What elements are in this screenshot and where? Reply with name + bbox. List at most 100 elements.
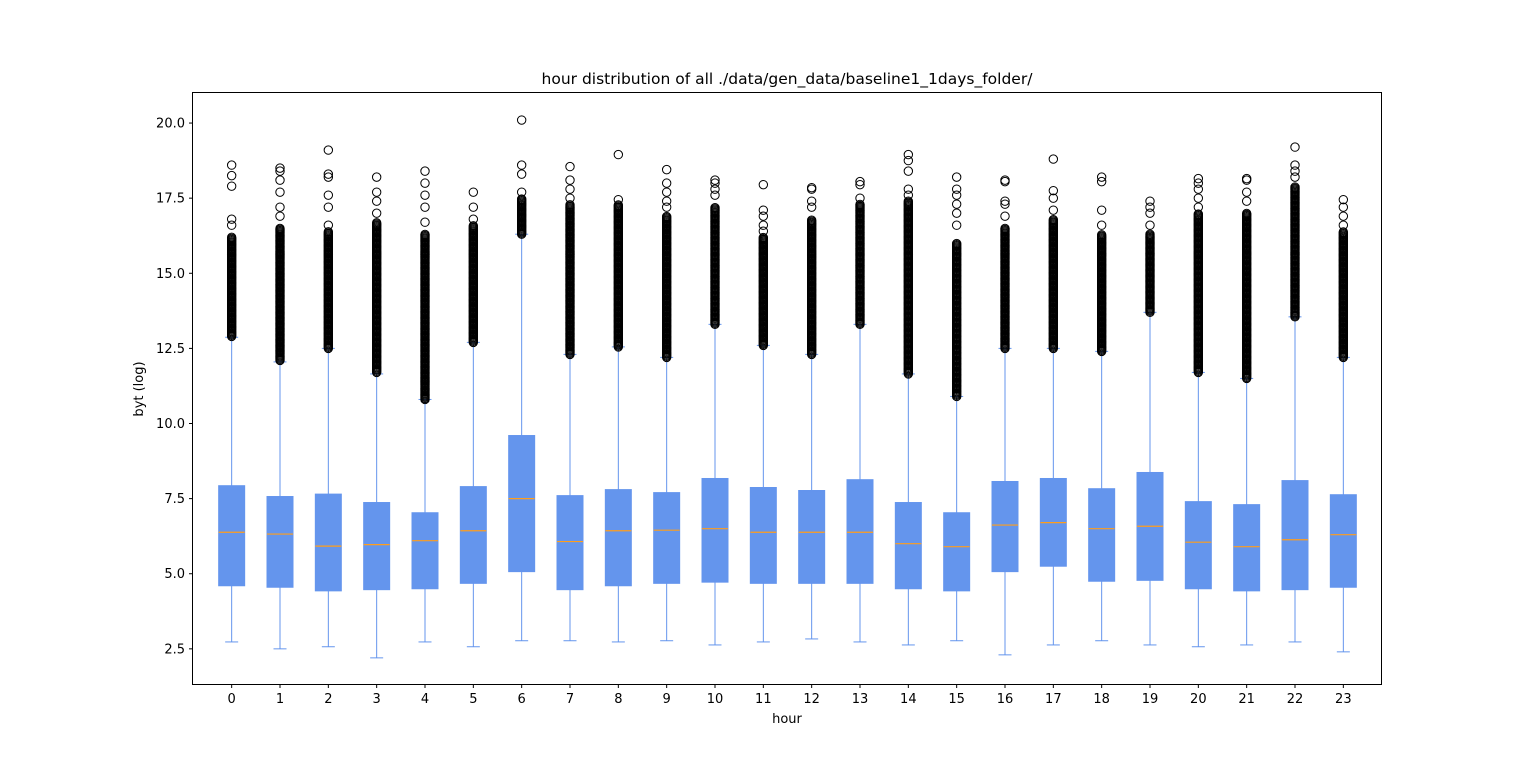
outlier-point xyxy=(516,187,527,197)
box-iqr xyxy=(604,489,632,587)
outlier-point xyxy=(420,202,430,212)
box-iqr xyxy=(363,502,391,591)
outlier-point xyxy=(1338,202,1349,212)
x-tick-label: 4 xyxy=(421,692,429,707)
outlier-point xyxy=(565,175,575,185)
box-iqr xyxy=(749,487,777,584)
outlier-point xyxy=(516,115,527,125)
box-iqr xyxy=(894,502,922,590)
outlier-point xyxy=(1145,202,1155,212)
x-tick-label: 20 xyxy=(1190,692,1207,707)
outlier-point xyxy=(516,160,527,170)
outlier-point xyxy=(1048,154,1059,164)
outlier-point xyxy=(1145,220,1155,230)
outlier-point xyxy=(951,199,962,209)
outlier-point xyxy=(1000,196,1010,206)
outlier-point xyxy=(903,166,914,176)
y-tick-label: 20.0 xyxy=(156,117,185,132)
x-tick-label: 11 xyxy=(755,692,772,707)
x-tick-label: 3 xyxy=(373,692,381,707)
box-iqr xyxy=(798,490,826,584)
outlier-point xyxy=(371,208,382,218)
box-iqr xyxy=(1329,494,1357,588)
outlier-point xyxy=(855,199,865,210)
y-tick-label: 17.5 xyxy=(156,192,185,207)
outlier-point xyxy=(903,149,914,160)
outlier-point xyxy=(1241,187,1252,197)
outlier-point xyxy=(710,175,720,185)
outlier-point xyxy=(323,169,334,179)
x-tick-label: 13 xyxy=(852,692,869,707)
y-axis-label: byt (log) xyxy=(132,361,147,416)
box-iqr xyxy=(411,512,439,590)
outlier-point xyxy=(468,214,479,224)
outlier-point xyxy=(1048,205,1059,215)
x-tick-label: 23 xyxy=(1335,692,1352,707)
outlier-point xyxy=(420,178,430,188)
box-iqr xyxy=(653,492,681,584)
plot-area: 2.55.07.510.012.515.017.520.00 1 2 3 4 5 6 7 8 9 1… xyxy=(156,115,1357,707)
outlier-point xyxy=(710,190,720,200)
outlier-point xyxy=(855,176,865,187)
outlier-point xyxy=(710,203,720,213)
box-iqr xyxy=(556,495,584,591)
outlier-point xyxy=(1290,142,1300,152)
outlier-point xyxy=(371,187,382,197)
outlier-point xyxy=(275,166,285,176)
outlier-point xyxy=(951,184,962,194)
outlier-point xyxy=(420,229,430,240)
x-tick-label: 16 xyxy=(997,692,1014,707)
x-tick-label: 21 xyxy=(1238,692,1255,707)
box-iqr xyxy=(701,477,729,583)
box-iqr xyxy=(508,435,536,573)
outlier-point xyxy=(323,227,334,237)
x-tick-label: 22 xyxy=(1287,692,1304,707)
box-iqr xyxy=(1184,501,1212,590)
outlier-point xyxy=(323,145,334,155)
outlier-point xyxy=(661,196,672,206)
outlier-point xyxy=(1193,209,1204,219)
outlier-point xyxy=(613,200,624,210)
x-tick-label: 15 xyxy=(948,692,965,707)
outlier-point xyxy=(1096,176,1107,187)
x-axis-label: hour xyxy=(772,712,802,727)
outlier-point xyxy=(806,202,817,212)
outlier-point xyxy=(806,182,817,193)
outlier-point xyxy=(275,202,285,212)
x-tick-label: 19 xyxy=(1142,692,1159,707)
outlier-point xyxy=(226,214,237,224)
outlier-point xyxy=(1290,166,1300,176)
box-iqr xyxy=(1281,480,1309,591)
outlier-point xyxy=(275,175,285,185)
outlier-point xyxy=(565,193,575,203)
x-tick-label: 18 xyxy=(1093,692,1110,707)
box-iqr xyxy=(1233,504,1261,592)
outlier-point xyxy=(903,155,914,166)
x-tick-label: 6 xyxy=(518,692,526,707)
outlier-point xyxy=(1193,202,1204,212)
outlier-point xyxy=(1193,184,1204,194)
outlier-point xyxy=(275,211,285,221)
outlier-point xyxy=(758,232,769,243)
outlier-point xyxy=(758,211,769,221)
outlier-point xyxy=(226,181,237,191)
outlier-point xyxy=(420,217,430,227)
outlier-point xyxy=(661,178,672,188)
outlier-point xyxy=(226,232,237,243)
box-iqr xyxy=(1088,488,1116,582)
outlier-point xyxy=(758,220,769,230)
outlier-point xyxy=(1048,185,1059,196)
outlier-point xyxy=(1096,205,1107,215)
outlier-point xyxy=(903,184,914,194)
outlier-point xyxy=(855,179,865,190)
box-iqr xyxy=(314,493,342,592)
y-tick-label: 15.0 xyxy=(156,267,185,282)
outlier-point xyxy=(1193,173,1204,184)
x-tick-label: 10 xyxy=(707,692,724,707)
outlier-point xyxy=(951,172,962,182)
outlier-point xyxy=(516,169,527,179)
box-iqr xyxy=(266,496,294,588)
outlier-point xyxy=(661,202,672,212)
y-tick-label: 12.5 xyxy=(156,342,185,357)
